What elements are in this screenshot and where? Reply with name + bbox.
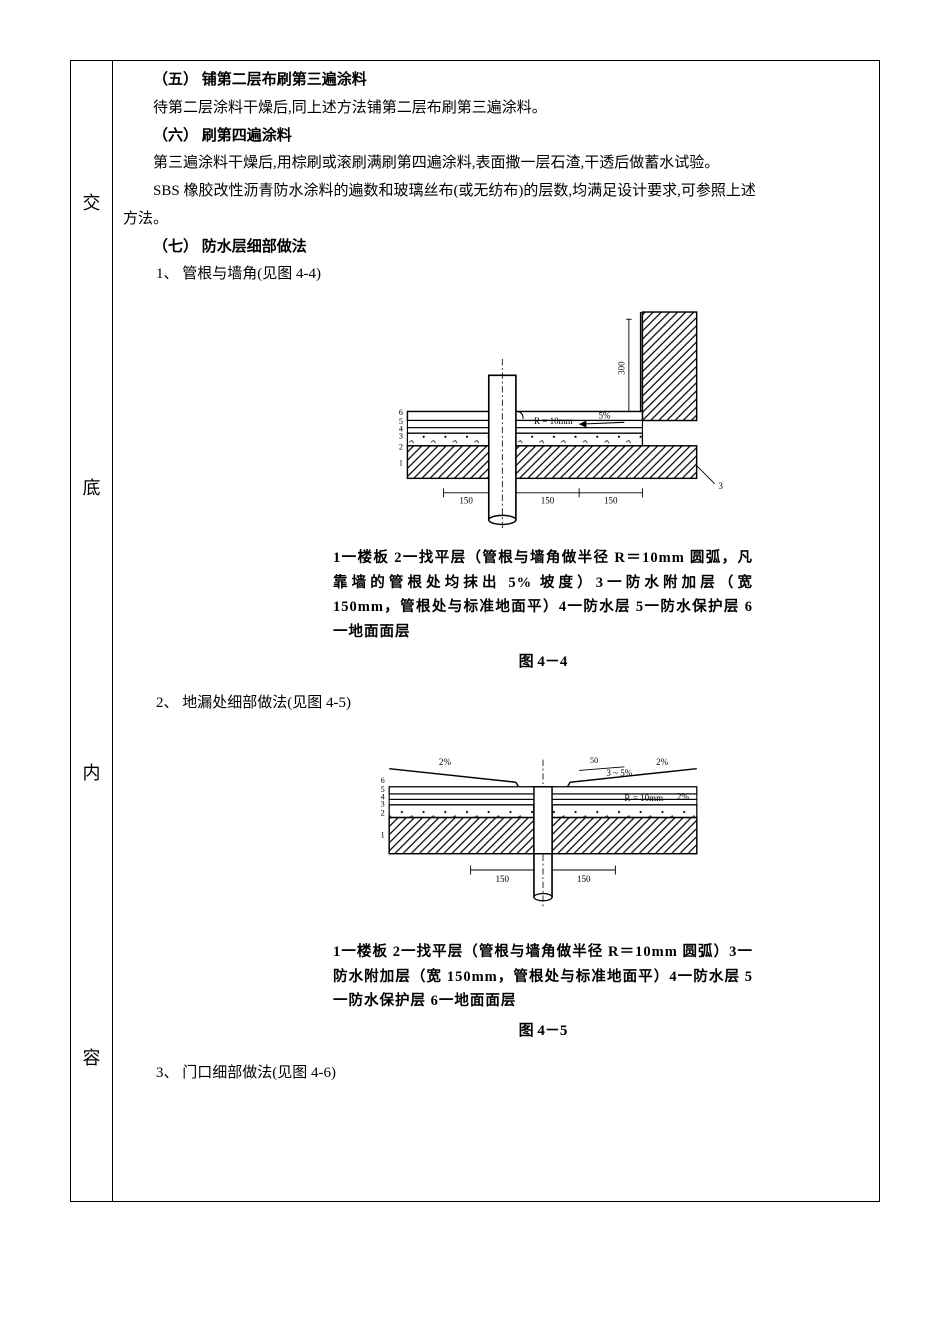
- sidebar-column: 交 底 内 容: [71, 61, 113, 1202]
- sec7-item3: 3、 门口细部做法(见图 4-6): [123, 1060, 869, 1088]
- fig45-ln1: 1: [381, 830, 385, 839]
- sec6-heading: （六） 刷第四遍涂料: [123, 123, 869, 151]
- fig45-slope-left: 2%: [439, 757, 452, 767]
- fig44-d150a: 150: [459, 496, 473, 506]
- sec7-item2: 2、 地漏处细部做法(见图 4-5): [123, 690, 869, 718]
- fig45-ln3: 3: [381, 800, 385, 809]
- sec6-p2a: SBS 橡胶改性沥青防水涂料的遍数和玻璃丝布(或无纺布)的层数,均满足设计要求,…: [123, 178, 869, 206]
- sec6-p2b: 方法。: [123, 206, 869, 234]
- fig44-d150c: 150: [604, 496, 618, 506]
- fig45-slope35: 3 ~ 5%: [606, 768, 632, 778]
- fig45-ln2: 2: [381, 809, 385, 818]
- main-content-column: （五） 铺第二层布刷第三遍涂料 待第二层涂料干燥后,同上述方法铺第二层布刷第三遍…: [113, 61, 880, 1202]
- sec7-item1: 1、 管根与墙角(见图 4-4): [123, 261, 869, 289]
- sidebar-char-3: 内: [83, 757, 101, 790]
- sec5-p1: 待第二层涂料干燥后,同上述方法铺第二层布刷第三遍涂料。: [123, 95, 869, 123]
- figure-4-5: 2% 2% 3 ~ 5% 50: [333, 732, 753, 1046]
- figure-4-5-number: 图 4－5: [333, 1018, 753, 1046]
- fig44-ln3: 3: [399, 432, 403, 441]
- fig45-slope-r2: 2%: [677, 791, 690, 801]
- svg-text:3: 3: [718, 481, 723, 491]
- figure-4-5-svg: 2% 2% 3 ~ 5% 50: [353, 732, 733, 932]
- fig44-ln2: 2: [399, 442, 403, 451]
- fig44-dim-300: 300: [616, 361, 626, 375]
- fig45-d150b: 150: [577, 874, 591, 884]
- sidebar-char-1: 交: [83, 187, 101, 220]
- figure-4-4: 300 6 5 4 3 2 1: [333, 303, 753, 676]
- fig45-d50: 50: [590, 756, 598, 765]
- fig45-d150a: 150: [496, 874, 510, 884]
- fig45-ln6: 6: [381, 776, 385, 785]
- page-layout-table: 交 底 内 容 （五） 铺第二层布刷第三遍涂料 待第二层涂料干燥后,同上述方法铺…: [70, 60, 880, 1202]
- sidebar-char-2: 底: [83, 472, 101, 505]
- fig45-r-label: R = 10mm: [624, 793, 663, 803]
- fig44-r-label: R = 10mm: [534, 416, 573, 426]
- fig44-ln6: 6: [399, 408, 403, 417]
- figure-4-4-number: 图 4－4: [333, 649, 753, 677]
- fig44-slope-label: 5%: [598, 411, 611, 421]
- fig44-d150b: 150: [541, 496, 555, 506]
- sec6-p1: 第三遍涂料干燥后,用棕刷或滚刷满刷第四遍涂料,表面撒一层石渣,干透后做蓄水试验。: [123, 150, 869, 178]
- sec5-heading: （五） 铺第二层布刷第三遍涂料: [123, 67, 869, 95]
- figure-4-4-caption: 1一楼板 2一找平层（管根与墙角做半径 R＝10mm 圆弧，凡靠墙的管根处均抹出…: [333, 546, 753, 645]
- sidebar-char-4: 容: [83, 1042, 101, 1075]
- figure-4-5-caption: 1一楼板 2一找平层（管根与墙角做半径 R＝10mm 圆弧）3一防水附加层（宽 …: [333, 940, 753, 1014]
- fig45-slope-right: 2%: [656, 757, 669, 767]
- figure-4-4-svg: 300 6 5 4 3 2 1: [353, 303, 733, 538]
- fig44-ln1: 1: [399, 459, 403, 468]
- sec7-heading: （七） 防水层细部做法: [123, 234, 869, 262]
